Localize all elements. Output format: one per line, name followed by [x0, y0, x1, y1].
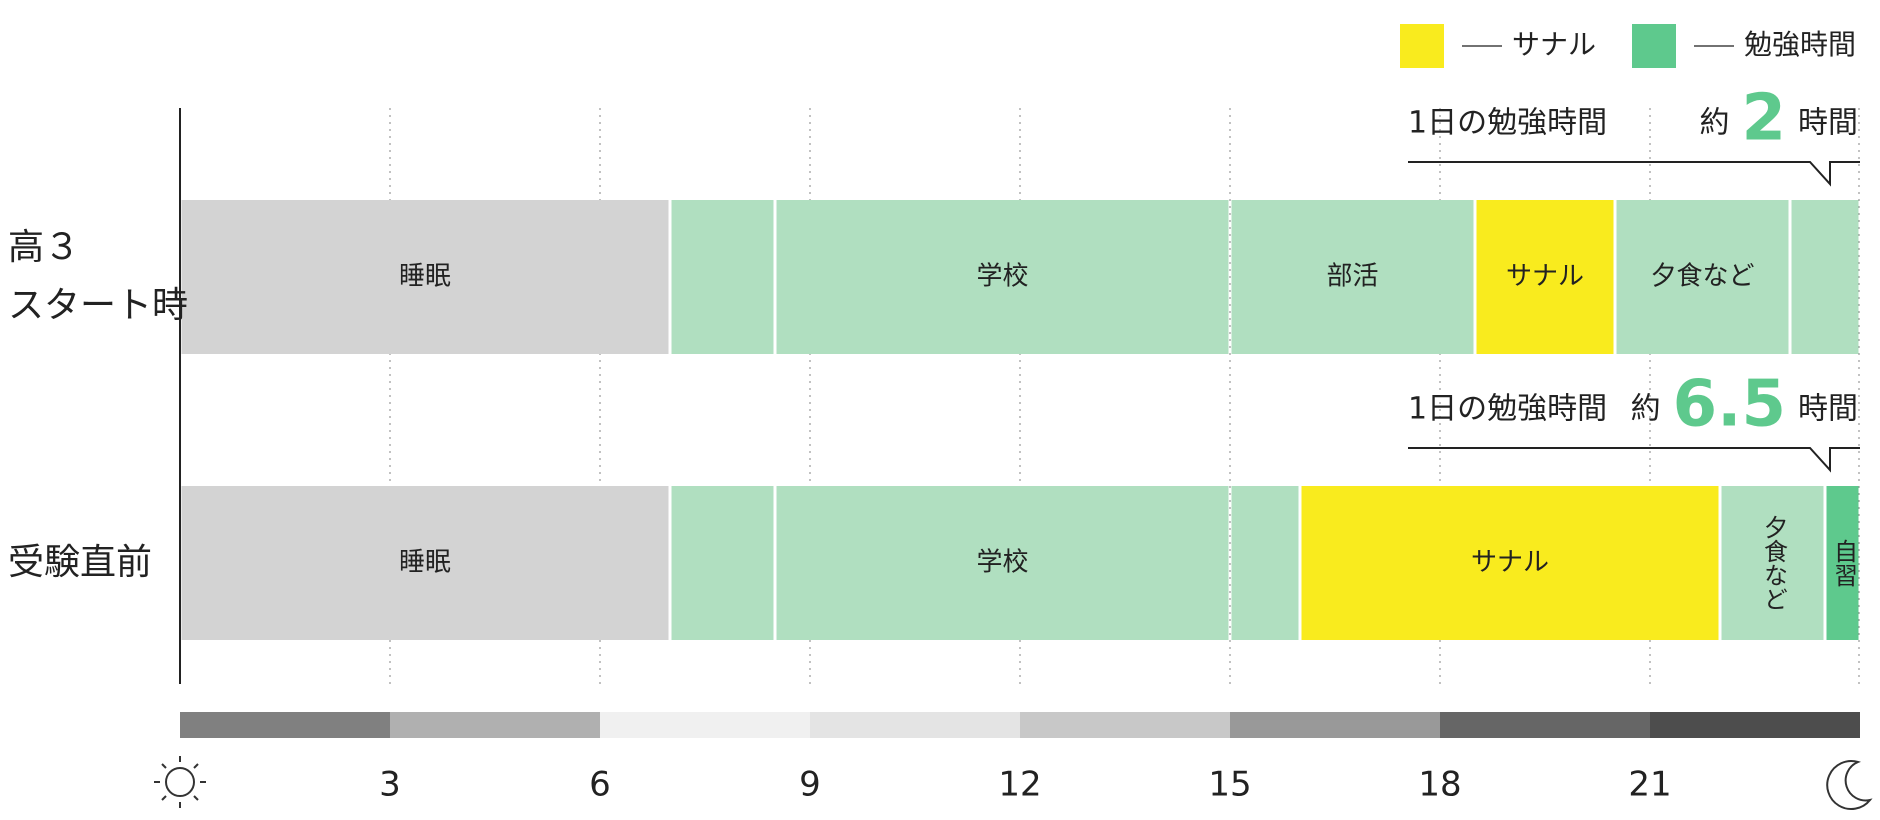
callout-prefix: 約 — [1699, 106, 1729, 141]
legend-swatch — [1400, 24, 1444, 68]
time-band — [1230, 712, 1440, 738]
x-tick-label: 21 — [1628, 765, 1671, 805]
segment — [181, 486, 669, 640]
callout-label: 1日の勉強時間 — [1408, 106, 1607, 141]
sun-icon — [154, 756, 206, 808]
time-band — [180, 712, 390, 738]
x-tick-label: 12 — [998, 765, 1041, 805]
callout-prefix: 約 — [1631, 392, 1661, 427]
segment — [1616, 200, 1789, 354]
segment-label: 学校 — [976, 548, 1028, 578]
callout-line — [1408, 447, 1860, 473]
segment — [671, 200, 774, 354]
segment-label: サナル — [1506, 262, 1584, 292]
study-hours: 2 — [1741, 82, 1786, 156]
time-band — [600, 712, 810, 738]
segment-label: 夕食など — [1650, 262, 1754, 292]
segment — [1476, 200, 1614, 354]
segment — [181, 200, 669, 354]
time-band — [810, 712, 1020, 738]
moon-icon — [1826, 760, 1873, 810]
segment — [1791, 200, 1859, 354]
x-tick-label: 3 — [379, 765, 401, 805]
segment — [1721, 486, 1824, 640]
segment — [1301, 486, 1719, 640]
row-label: 高３ スタート時 — [8, 227, 189, 326]
segment — [1231, 200, 1474, 354]
segment — [671, 486, 774, 640]
x-tick-label: 9 — [799, 765, 821, 805]
study-hours: 6.5 — [1673, 368, 1786, 442]
legend-label: サナル — [1512, 28, 1596, 61]
time-band — [1650, 712, 1860, 738]
segment-label: 睡眠 — [399, 262, 451, 292]
x-tick-label: 15 — [1208, 765, 1251, 805]
legend-swatch — [1632, 24, 1676, 68]
segment-label: サナル — [1471, 548, 1549, 578]
callout-unit: 時間 — [1798, 106, 1858, 141]
time-band — [1020, 712, 1230, 738]
time-band — [1440, 712, 1650, 738]
segment-label: 自習 — [1830, 539, 1858, 587]
callout-line — [1408, 161, 1860, 187]
segment-label: 学校 — [976, 262, 1028, 292]
legend-label: 勉強時間 — [1744, 28, 1856, 61]
segment — [776, 486, 1229, 640]
segment-label: 夕食など — [1760, 515, 1788, 611]
segment-label: 部活 — [1326, 262, 1378, 292]
callout-unit: 時間 — [1798, 392, 1858, 427]
time-band — [390, 712, 600, 738]
segment-label: 睡眠 — [399, 548, 451, 578]
x-tick-label: 6 — [589, 765, 611, 805]
callout-label: 1日の勉強時間 — [1408, 392, 1607, 427]
segment — [776, 200, 1229, 354]
segment — [1826, 486, 1859, 640]
row-label: 受験直前 — [8, 542, 153, 583]
x-tick-label: 18 — [1418, 765, 1461, 805]
segment — [1231, 486, 1299, 640]
